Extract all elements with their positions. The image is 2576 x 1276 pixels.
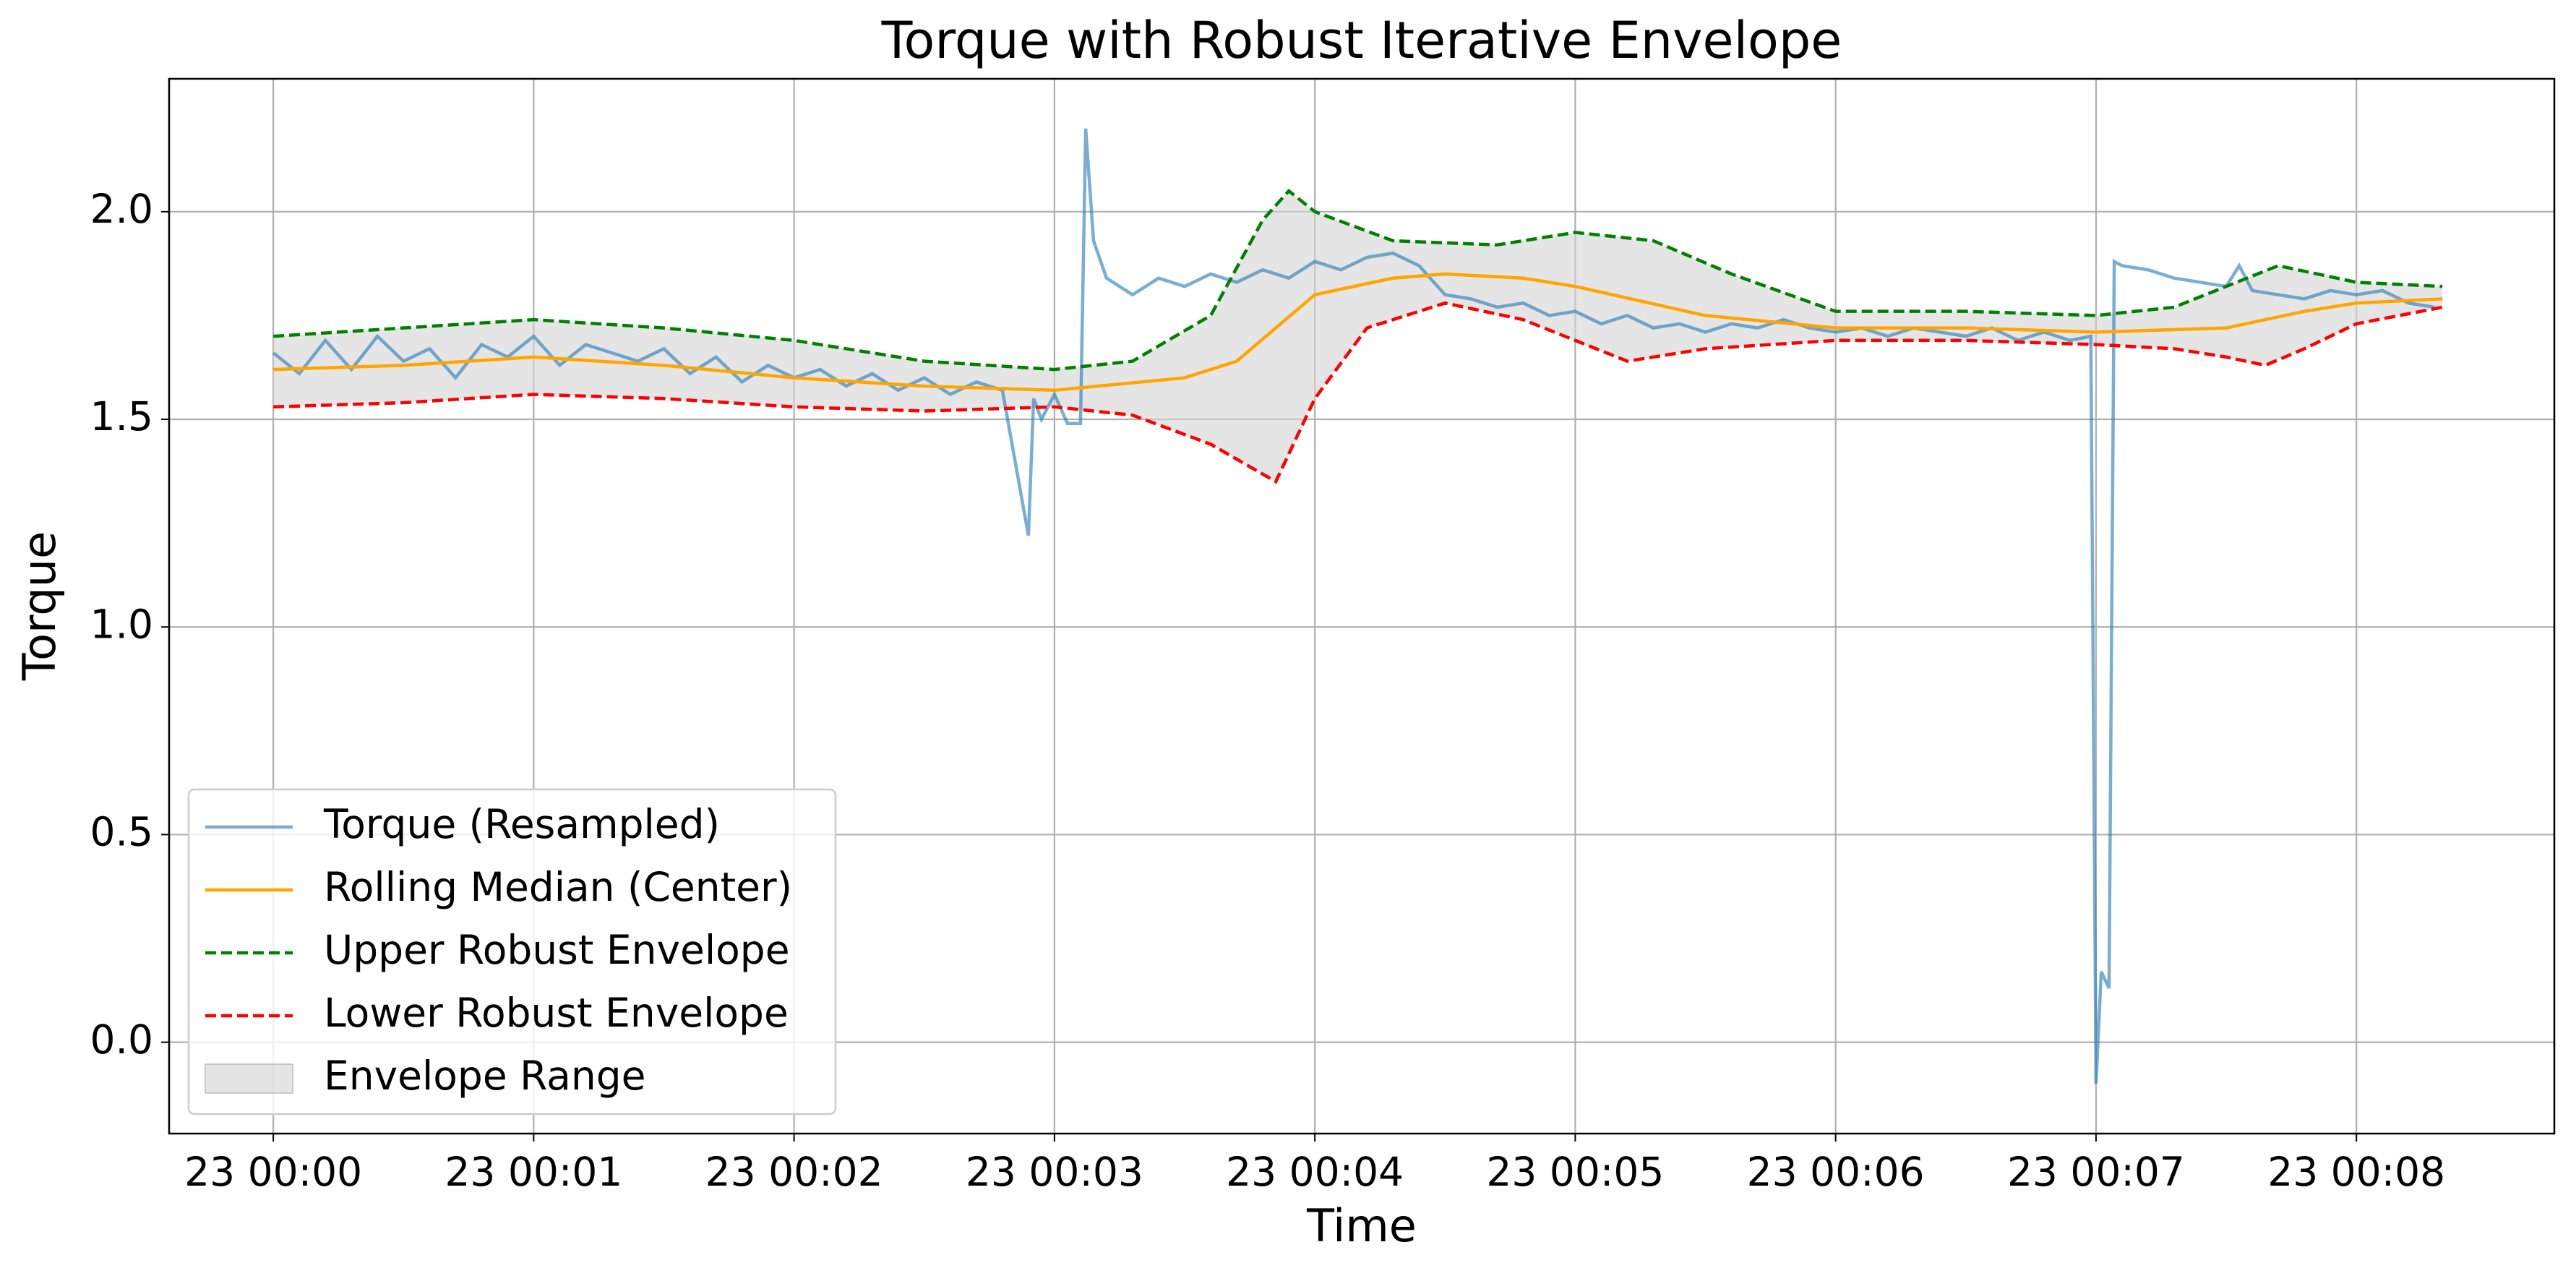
x-tick-label: 23 00:03 xyxy=(966,1149,1143,1195)
x-tick-label: 23 00:06 xyxy=(1747,1149,1925,1195)
x-tick-label: 23 00:00 xyxy=(184,1149,362,1195)
legend-box xyxy=(187,788,837,1116)
x-tick-label: 23 00:07 xyxy=(2007,1149,2185,1195)
x-tick-label: 23 00:04 xyxy=(1226,1149,1404,1195)
x-axis-label: Time xyxy=(1306,1199,1417,1252)
legend-label: Envelope Range xyxy=(324,1053,645,1099)
x-tick-label: 23 00:01 xyxy=(445,1149,622,1195)
chart-title: Torque with Robust Iterative Envelope xyxy=(881,11,1842,70)
legend: Torque (Resampled) Rolling Median (Center… xyxy=(187,788,837,1116)
plot-frame xyxy=(168,77,2556,1135)
y-tick-label: 0.0 xyxy=(90,1016,153,1063)
legend-label: Upper Robust Envelope xyxy=(324,927,790,973)
legend-label: Torque (Resampled) xyxy=(323,801,720,847)
y-axis-label: Torque xyxy=(13,531,66,681)
y-tick-label: 1.0 xyxy=(90,601,153,647)
x-tick-label: 23 00:08 xyxy=(2267,1149,2445,1195)
y-tick-label: 1.5 xyxy=(90,393,153,440)
legend-label: Lower Robust Envelope xyxy=(324,990,789,1036)
legend-label: Rolling Median (Center) xyxy=(324,864,792,910)
series-line xyxy=(272,128,2435,1084)
envelope-fill xyxy=(273,191,2443,482)
legend-swatch xyxy=(205,1063,293,1094)
series-line xyxy=(272,189,2443,372)
x-tick-label: 23 00:02 xyxy=(705,1149,883,1195)
series-line xyxy=(273,301,2443,484)
x-tick-label: 23 00:05 xyxy=(1486,1149,1664,1195)
y-tick-label: 0.5 xyxy=(90,809,153,855)
y-tick-label: 2.0 xyxy=(90,186,153,232)
series-line xyxy=(273,272,2443,393)
